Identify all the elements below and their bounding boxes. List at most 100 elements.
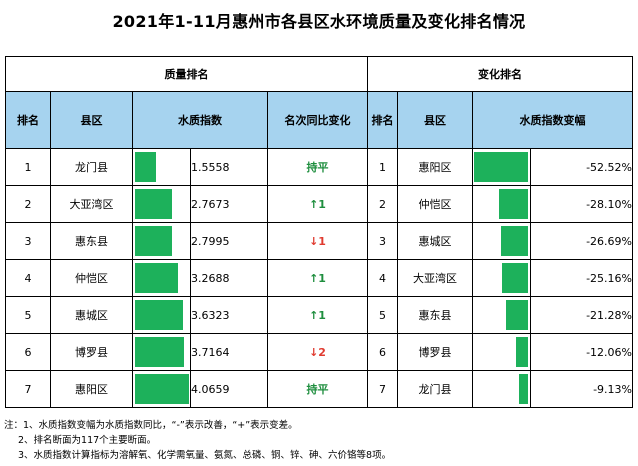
yoy-change-value: ↑1 <box>309 197 326 211</box>
rank-cell-2: 7 <box>367 370 398 408</box>
group-quality-rank: 质量排名 <box>5 56 368 92</box>
header-water-index: 水质指数 <box>132 91 268 149</box>
index-bar <box>135 300 184 330</box>
index-bar <box>135 263 179 293</box>
table-row: 7 惠阳区 4.0659 持平 7 龙门县 -9.13% <box>5 370 633 408</box>
county-cell-2: 龙门县 <box>397 370 473 408</box>
rank-cell-2: 5 <box>367 296 398 334</box>
county-cell: 惠城区 <box>50 296 133 334</box>
county-cell: 惠阳区 <box>50 370 133 408</box>
table-row: 1 龙门县 1.5558 持平 1 惠阳区 -52.52% <box>5 148 633 186</box>
table-row: 4 仲恺区 3.2688 ↑1 4 大亚湾区 -25.16% <box>5 259 633 297</box>
rank-cell-2: 1 <box>367 148 398 186</box>
change-bar <box>506 300 528 330</box>
table-row: 2 大亚湾区 2.7673 ↑1 2 仲恺区 -28.10% <box>5 185 633 223</box>
header-index-change-rate: 水质指数变幅 <box>472 91 633 149</box>
yoy-change-cell: ↓1 <box>267 222 368 260</box>
county-cell: 仲恺区 <box>50 259 133 297</box>
yoy-change-cell: ↑1 <box>267 259 368 297</box>
change-bar <box>499 189 528 219</box>
index-bar-cell <box>132 222 191 260</box>
rank-cell: 4 <box>5 259 51 297</box>
county-cell: 大亚湾区 <box>50 185 133 223</box>
index-value: 2.7673 <box>190 185 268 223</box>
ranking-table: 质量排名 变化排名 排名 县区 水质指数 名次同比变化 排名 县区 水质指数变幅… <box>5 56 633 408</box>
table-row: 3 惠东县 2.7995 ↓1 3 惠城区 -26.69% <box>5 222 633 260</box>
table-row: 5 惠城区 3.6323 ↑1 5 惠东县 -21.28% <box>5 296 633 334</box>
header-rank-2: 排名 <box>367 91 398 149</box>
change-bar <box>515 337 528 367</box>
rank-cell: 5 <box>5 296 51 334</box>
change-rate-value: -9.13% <box>530 370 633 408</box>
county-cell-2: 博罗县 <box>397 333 473 371</box>
yoy-change-value: ↑1 <box>309 308 326 322</box>
index-bar-cell <box>132 333 191 371</box>
index-bar <box>135 337 185 367</box>
header-county-2: 县区 <box>397 91 473 149</box>
rank-cell: 7 <box>5 370 51 408</box>
rank-cell-2: 6 <box>367 333 398 371</box>
footnotes: 注：1、水质指数变幅为水质指数同比，“-”表示改善，“+”表示变差。 2、排名断… <box>4 418 391 463</box>
change-bar <box>518 374 528 404</box>
yoy-change-value: ↓2 <box>309 345 326 359</box>
index-value: 3.7164 <box>190 333 268 371</box>
index-value: 2.7995 <box>190 222 268 260</box>
index-bar <box>135 189 172 219</box>
change-rate-value: -26.69% <box>530 222 633 260</box>
index-bar <box>135 226 173 256</box>
county-cell: 博罗县 <box>50 333 133 371</box>
index-bar-cell <box>132 370 191 408</box>
change-bar-cell <box>472 296 531 334</box>
table-row: 6 博罗县 3.7164 ↓2 6 博罗县 -12.06% <box>5 333 633 371</box>
change-bar-cell <box>472 185 531 223</box>
footnote-2: 2、排名断面为117个主要断面。 <box>18 435 157 446</box>
county-cell-2: 惠阳区 <box>397 148 473 186</box>
yoy-change-value: ↑1 <box>309 271 326 285</box>
rank-cell-2: 4 <box>367 259 398 297</box>
yoy-change-value: 持平 <box>306 161 329 174</box>
change-bar-cell <box>472 259 531 297</box>
rank-cell: 2 <box>5 185 51 223</box>
county-cell: 龙门县 <box>50 148 133 186</box>
county-cell-2: 仲恺区 <box>397 185 473 223</box>
county-cell-2: 惠城区 <box>397 222 473 260</box>
yoy-change-cell: 持平 <box>267 370 368 408</box>
header-county: 县区 <box>50 91 133 149</box>
rank-cell-2: 2 <box>367 185 398 223</box>
index-bar <box>135 152 156 182</box>
yoy-change-cell: ↑1 <box>267 296 368 334</box>
change-bar <box>500 226 528 256</box>
change-bar-cell <box>472 148 531 186</box>
change-bar-cell <box>472 333 531 371</box>
index-value: 1.5558 <box>190 148 268 186</box>
rank-cell: 6 <box>5 333 51 371</box>
yoy-change-cell: 持平 <box>267 148 368 186</box>
county-cell-2: 惠东县 <box>397 296 473 334</box>
footnote-3: 3、水质指数计算指标为溶解氧、化学需氧量、氨氮、总磷、铜、锌、砷、六价铬等8项。 <box>18 450 392 461</box>
index-bar-cell <box>132 148 191 186</box>
page-title: 2021年1-11月惠州市各县区水环境质量及变化排名情况 <box>112 12 526 31</box>
index-bar <box>135 374 189 404</box>
change-rate-value: -12.06% <box>530 333 633 371</box>
index-value: 4.0659 <box>190 370 268 408</box>
index-value: 3.6323 <box>190 296 268 334</box>
rank-cell: 3 <box>5 222 51 260</box>
index-bar-cell <box>132 185 191 223</box>
yoy-change-cell: ↓2 <box>267 333 368 371</box>
footnote-1: 注：1、水质指数变幅为水质指数同比，“-”表示改善，“+”表示变差。 <box>4 420 298 431</box>
yoy-change-value: 持平 <box>306 383 329 396</box>
header-rank: 排名 <box>5 91 51 149</box>
rank-cell-2: 3 <box>367 222 398 260</box>
change-rate-value: -21.28% <box>530 296 633 334</box>
yoy-change-value: ↓1 <box>309 234 326 248</box>
county-cell-2: 大亚湾区 <box>397 259 473 297</box>
change-rate-value: -52.52% <box>530 148 633 186</box>
yoy-change-cell: ↑1 <box>267 185 368 223</box>
change-rate-value: -28.10% <box>530 185 633 223</box>
index-bar-cell <box>132 296 191 334</box>
change-bar-cell <box>472 222 531 260</box>
rank-cell: 1 <box>5 148 51 186</box>
header-yoy-change: 名次同比变化 <box>267 91 368 149</box>
change-bar <box>474 152 528 182</box>
change-rate-value: -25.16% <box>530 259 633 297</box>
